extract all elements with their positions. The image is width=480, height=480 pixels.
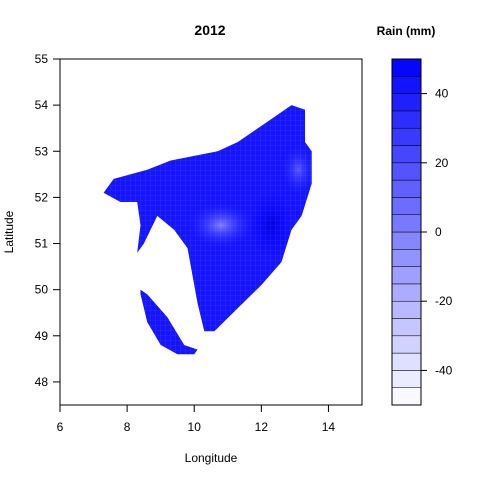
x-tick-label: 10 <box>188 420 202 434</box>
legend-title: Rain (mm) <box>377 24 436 38</box>
y-tick-label: 48 <box>35 375 49 389</box>
legend-swatch <box>391 162 422 181</box>
chart-title: 2012 <box>194 22 225 38</box>
y-tick-label: 53 <box>35 144 49 158</box>
legend-swatch <box>391 300 422 319</box>
legend-swatch <box>391 145 422 164</box>
legend-swatch <box>391 283 422 302</box>
legend-swatch <box>391 179 422 198</box>
legend-tick-label: -40 <box>435 363 453 377</box>
map-grid-overlay <box>103 105 312 355</box>
map-shading <box>103 105 312 355</box>
y-tick-label: 51 <box>35 237 49 251</box>
legend-swatch <box>391 197 422 215</box>
y-axis-label: Latitude <box>2 210 16 253</box>
legend-swatch <box>391 352 422 371</box>
y-tick-label: 50 <box>35 283 49 297</box>
map-layer <box>103 105 312 355</box>
legend-tick-label: -20 <box>435 294 453 308</box>
legend-swatch <box>391 318 422 337</box>
x-tick-label: 12 <box>255 420 269 434</box>
y-tick-label: 54 <box>35 98 49 112</box>
x-tick-label: 8 <box>124 420 131 434</box>
legend-swatch <box>391 266 422 285</box>
legend-swatch <box>391 110 422 129</box>
y-tick-label: 52 <box>35 190 49 204</box>
legend-tick-label: 20 <box>435 156 449 170</box>
legend-swatch <box>391 214 422 233</box>
y-tick-label: 55 <box>35 52 49 66</box>
legend-tick-label: 40 <box>435 87 449 101</box>
x-tick-label: 6 <box>57 420 64 434</box>
legend-swatch <box>391 335 422 354</box>
legend-swatch <box>391 370 422 388</box>
x-axis-label: Longitude <box>185 451 238 465</box>
x-tick-label: 14 <box>322 420 336 434</box>
x-axis: 6 8 10 12 14 <box>57 404 336 434</box>
legend: -40 -20 0 20 40 <box>391 58 453 406</box>
legend-swatch <box>391 58 422 77</box>
y-axis: 48 49 50 51 52 53 54 55 <box>35 52 61 389</box>
legend-swatch <box>391 76 422 94</box>
legend-swatch <box>391 93 422 112</box>
legend-tick-label: 0 <box>435 225 442 239</box>
y-tick-label: 49 <box>35 329 49 343</box>
legend-swatch <box>391 231 422 250</box>
legend-swatch <box>391 387 422 406</box>
legend-swatch <box>391 127 422 146</box>
legend-swatch <box>391 249 422 267</box>
